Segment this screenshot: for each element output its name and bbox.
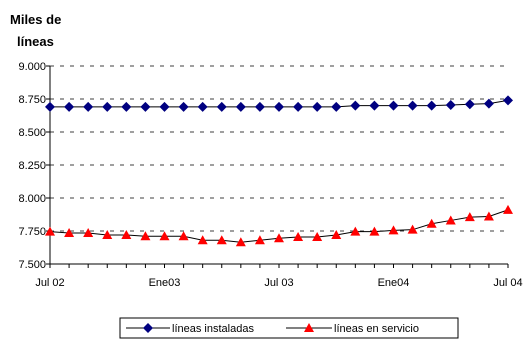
- x-axis-ticks: Jul 02 Ene03 Jul 03 Ene04 Jul 04: [35, 264, 523, 289]
- data-point-installed: [445, 99, 456, 110]
- data-point-in-service: [274, 233, 284, 243]
- x-tick-label: Ene04: [378, 277, 410, 289]
- data-point-installed: [369, 100, 380, 111]
- data-point-in-service: [369, 226, 380, 236]
- x-tick-label: Jul 03: [264, 277, 293, 289]
- data-point-installed: [293, 101, 304, 112]
- data-point-in-service: [407, 224, 418, 234]
- y-axis-title-line-2: líneas: [17, 34, 54, 49]
- gridlines: [50, 65, 508, 232]
- data-point-installed: [331, 101, 342, 112]
- data-point-in-service: [350, 226, 361, 236]
- data-point-in-service: [45, 226, 55, 236]
- legend-label-installed: líneas instaladas: [172, 323, 254, 335]
- y-tick-label: 9.000: [18, 61, 46, 73]
- data-point-installed: [274, 101, 284, 112]
- data-point-in-service: [83, 227, 94, 237]
- data-point-installed: [388, 100, 399, 111]
- y-axis-ticks: 7.500 7.750 8.000 8.250 8.500 8.750 9.000: [18, 61, 50, 271]
- y-axis-title-line-1: Miles de: [10, 12, 61, 27]
- legend-marker-triangle: [304, 323, 314, 332]
- y-tick-label: 8.250: [18, 160, 46, 172]
- series-group: [45, 95, 513, 247]
- data-point-installed: [197, 101, 208, 112]
- data-point-in-service: [178, 231, 189, 241]
- data-point-installed: [140, 101, 151, 112]
- x-tick-label: Ene03: [149, 277, 181, 289]
- data-point-installed: [159, 101, 170, 112]
- data-point-in-service: [312, 231, 323, 241]
- data-point-in-service: [64, 227, 75, 237]
- data-point-installed: [407, 100, 418, 111]
- data-point-in-service: [426, 218, 437, 228]
- data-point-in-service: [483, 211, 494, 221]
- y-tick-label: 7.500: [18, 259, 46, 271]
- data-point-in-service: [445, 215, 456, 225]
- data-point-in-service: [464, 212, 475, 222]
- data-point-installed: [83, 101, 94, 112]
- data-point-in-service: [197, 235, 208, 245]
- data-point-installed: [350, 100, 361, 111]
- y-tick-label: 7.750: [18, 226, 46, 238]
- data-point-installed: [102, 101, 113, 112]
- data-point-installed: [312, 101, 323, 112]
- data-point-installed: [254, 101, 265, 112]
- y-tick-label: 8.500: [18, 127, 46, 139]
- data-point-in-service: [331, 229, 342, 239]
- data-point-installed: [121, 101, 132, 112]
- data-point-in-service: [159, 231, 170, 241]
- x-tick-label: Jul 02: [35, 277, 64, 289]
- data-point-installed: [503, 95, 513, 106]
- y-tick-label: 8.000: [18, 193, 46, 205]
- legend-marker-diamond: [143, 323, 153, 333]
- data-point-in-service: [140, 231, 151, 241]
- data-point-in-service: [216, 235, 227, 245]
- x-tick-label: Jul 04: [493, 277, 522, 289]
- legend: líneas instaladas líneas en servicio: [119, 317, 459, 339]
- data-point-installed: [235, 101, 246, 112]
- data-point-installed: [178, 101, 189, 112]
- data-point-installed: [464, 99, 475, 110]
- data-point-installed: [426, 100, 437, 111]
- data-point-installed: [64, 101, 75, 112]
- data-point-in-service: [102, 229, 113, 239]
- data-point-in-service: [254, 235, 265, 245]
- data-point-in-service: [235, 237, 246, 247]
- y-tick-label: 8.750: [18, 94, 46, 106]
- data-point-in-service: [503, 204, 513, 214]
- data-point-installed: [216, 101, 227, 112]
- legend-label-service: líneas en servicio: [334, 323, 419, 335]
- data-point-in-service: [388, 225, 399, 235]
- data-point-installed: [483, 98, 494, 109]
- data-point-in-service: [293, 231, 304, 241]
- data-point-in-service: [121, 229, 132, 239]
- data-point-installed: [45, 101, 55, 112]
